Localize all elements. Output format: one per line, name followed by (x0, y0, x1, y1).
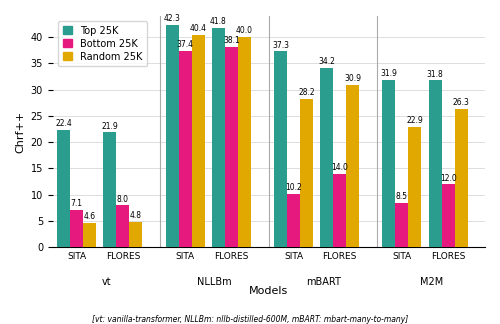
Bar (178, 51, 192, 247)
Bar (104, 132, 117, 247)
Bar (116, 205, 130, 247)
Text: 40.0: 40.0 (236, 27, 253, 36)
Text: mBART: mBART (306, 277, 340, 287)
Text: 37.3: 37.3 (272, 41, 289, 50)
Text: 4.8: 4.8 (130, 211, 142, 220)
Text: [vt: vanilla-transformer, NLLBm: nllb-distilled-600M, mBART: mbart-many-to-many]: [vt: vanilla-transformer, NLLBm: nllb-di… (92, 315, 408, 324)
Text: 14.0: 14.0 (332, 163, 348, 172)
Text: 12.0: 12.0 (440, 174, 456, 182)
Text: 26.3: 26.3 (452, 98, 469, 108)
Legend: Top 25K, Bottom 25K, Random 25K: Top 25K, Bottom 25K, Random 25K (58, 21, 147, 66)
Text: 34.2: 34.2 (318, 57, 335, 66)
Text: 40.4: 40.4 (190, 24, 206, 33)
Bar (454, 109, 468, 247)
Bar (130, 222, 142, 247)
Text: vt: vt (102, 277, 111, 287)
Text: 41.8: 41.8 (210, 17, 226, 26)
Bar (192, 35, 204, 247)
Bar (442, 184, 454, 247)
Text: NLLBm: NLLBm (198, 277, 232, 287)
Bar (238, 37, 251, 247)
Bar (225, 47, 238, 247)
Bar (287, 194, 300, 247)
X-axis label: Models: Models (250, 286, 288, 296)
Bar (300, 99, 313, 247)
Bar (428, 80, 442, 247)
Text: 37.4: 37.4 (176, 40, 194, 49)
Bar (166, 25, 178, 247)
Bar (396, 202, 408, 247)
Bar (274, 51, 287, 247)
Bar (57, 130, 70, 247)
Text: 38.1: 38.1 (223, 37, 240, 45)
Bar (408, 127, 422, 247)
Text: 22.4: 22.4 (55, 119, 72, 128)
Text: 7.1: 7.1 (70, 199, 83, 208)
Text: 4.6: 4.6 (84, 213, 96, 221)
Text: 8.5: 8.5 (396, 192, 408, 201)
Text: 28.2: 28.2 (298, 88, 315, 98)
Text: 21.9: 21.9 (102, 122, 118, 131)
Bar (83, 223, 96, 247)
Bar (346, 85, 359, 247)
Bar (320, 67, 333, 247)
Bar (382, 80, 396, 247)
Text: M2M: M2M (420, 277, 443, 287)
Text: 31.8: 31.8 (427, 70, 444, 78)
Bar (70, 210, 83, 247)
Text: 22.9: 22.9 (406, 116, 424, 125)
Bar (333, 174, 346, 247)
Text: 10.2: 10.2 (285, 183, 302, 192)
Text: 30.9: 30.9 (344, 74, 361, 83)
Text: 31.9: 31.9 (380, 69, 398, 78)
Y-axis label: Chrf++: Chrf++ (15, 110, 25, 153)
Text: 8.0: 8.0 (117, 195, 129, 203)
Bar (212, 28, 225, 247)
Text: 42.3: 42.3 (164, 14, 180, 23)
